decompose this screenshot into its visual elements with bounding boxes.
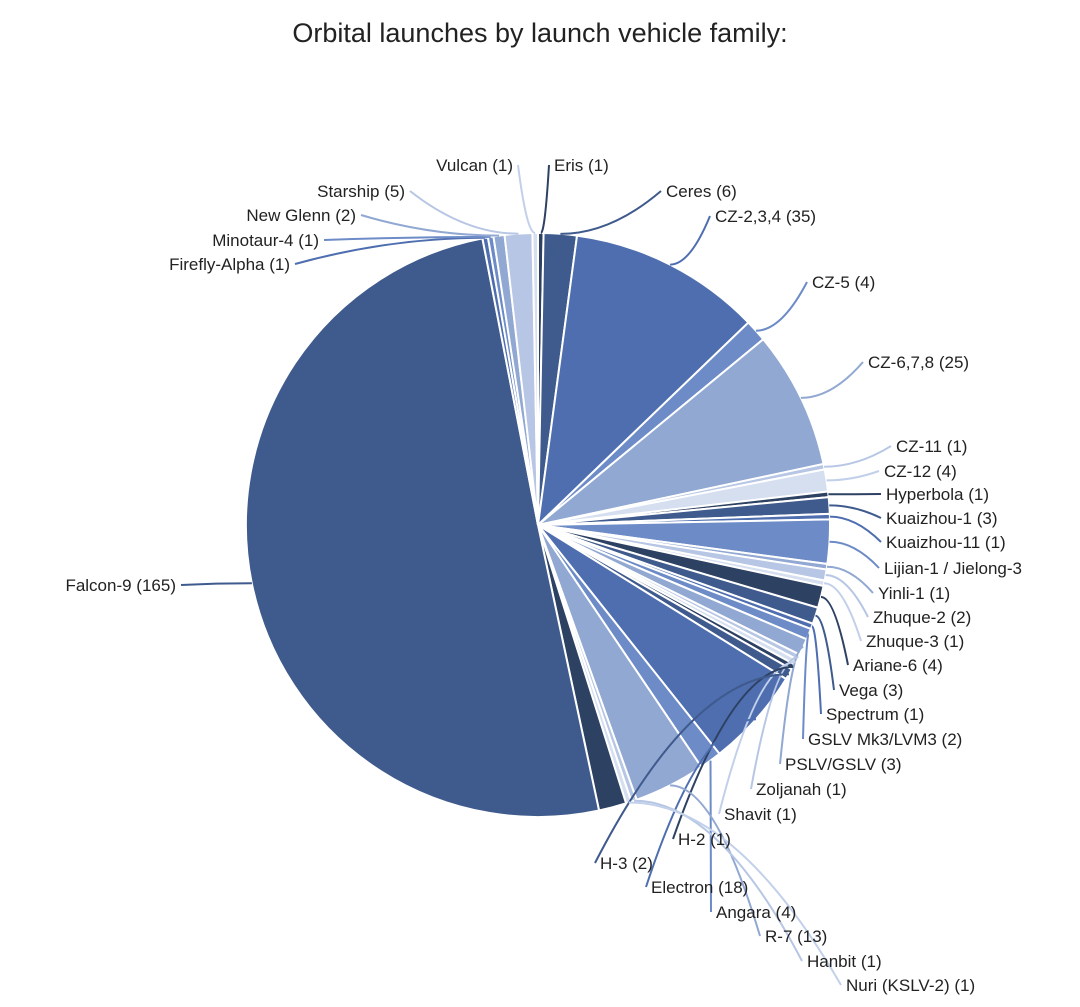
slice-label: Ceres (6) xyxy=(666,182,737,201)
slice-label: GSLV Mk3/LVM3 (2) xyxy=(808,730,962,749)
slice-label: CZ-2,3,4 (35) xyxy=(715,207,816,226)
chart-title: Orbital launches by launch vehicle famil… xyxy=(292,18,788,48)
leader-line xyxy=(360,214,500,237)
slice-label: Eris (1) xyxy=(554,156,609,175)
slice-label: Electron (18) xyxy=(651,878,748,897)
slice-label: Vega (3) xyxy=(839,681,903,700)
leader-line xyxy=(826,470,880,482)
slice-label: Falcon-9 (165) xyxy=(65,576,176,595)
slice-label: CZ-6,7,8 (25) xyxy=(868,353,969,372)
leader-line xyxy=(539,164,550,234)
leader-line xyxy=(800,361,864,399)
pie-slices xyxy=(244,231,831,818)
leader-line xyxy=(709,759,712,913)
leader-line xyxy=(824,445,892,468)
slice-label: Nuri (KSLV-2) (1) xyxy=(846,976,975,995)
slice-label: Kuaizhou-1 (3) xyxy=(886,509,998,528)
slice-label: PSLV/GSLV (3) xyxy=(785,755,902,774)
leader-line xyxy=(323,235,491,241)
leader-line xyxy=(750,656,799,790)
leader-line xyxy=(810,625,822,715)
pie-slice xyxy=(536,234,750,528)
leader-line xyxy=(670,784,761,937)
leader-line xyxy=(180,582,252,586)
slice-label: Yinli-1 (1) xyxy=(878,584,950,603)
slice-label: CZ-12 (4) xyxy=(884,462,957,481)
leader-line xyxy=(294,236,486,265)
leader-line xyxy=(594,673,790,864)
slice-label: Zhuque-2 (2) xyxy=(873,608,971,627)
leader-line xyxy=(829,540,880,569)
leader-line xyxy=(829,504,882,519)
leader-line xyxy=(815,614,835,691)
slice-label: Hanbit (1) xyxy=(807,952,882,971)
slice-label: Zhuque-3 (1) xyxy=(866,632,964,651)
leader-lines xyxy=(180,164,892,986)
slice-label: Starship (5) xyxy=(317,182,405,201)
slice-label: Ariane-6 (4) xyxy=(853,656,943,675)
slice-label: H-3 (2) xyxy=(600,854,653,873)
slice-labels: Eris (1) Ceres (6) CZ-2,3,4 (35) CZ-5 (4) CZ… xyxy=(65,156,1022,995)
slice-label: CZ-5 (4) xyxy=(812,273,875,292)
leader-line xyxy=(826,565,874,594)
slice-label: Lijian-1 / Jielong-3 xyxy=(884,559,1022,578)
slice-label: Zoljanah (1) xyxy=(756,780,847,799)
slice-label: H-2 (1) xyxy=(678,830,731,849)
leader-line xyxy=(645,718,757,888)
leader-line xyxy=(560,190,662,235)
leader-line xyxy=(634,799,803,962)
leader-line xyxy=(823,582,862,642)
leader-line xyxy=(829,515,882,543)
leader-line xyxy=(820,596,849,666)
leader-line xyxy=(779,646,804,765)
slice-label: R-7 (13) xyxy=(765,927,827,946)
slice-label: New Glenn (2) xyxy=(246,206,356,225)
slice-label: Minotaur-4 (1) xyxy=(212,231,319,250)
leader-line xyxy=(628,801,842,986)
leader-line xyxy=(672,665,794,840)
leader-line xyxy=(517,164,536,234)
leader-line xyxy=(825,574,869,618)
leader-line xyxy=(670,215,711,266)
slice-label: Shavit (1) xyxy=(724,805,797,824)
slice-label: Vulcan (1) xyxy=(436,156,513,175)
leader-line xyxy=(802,633,810,740)
slice-label: Kuaizhou-11 (1) xyxy=(886,533,1006,552)
slice-label: CZ-11 (1) xyxy=(896,437,967,456)
slice-label: Spectrum (1) xyxy=(826,705,924,724)
slice-label: Angara (4) xyxy=(716,903,796,922)
slice-label: Firefly-Alpha (1) xyxy=(169,255,290,274)
leader-line xyxy=(718,661,796,815)
pie-slice xyxy=(531,231,539,526)
leader-line xyxy=(755,281,808,332)
slice-label: Hyperbola (1) xyxy=(886,485,989,504)
leader-line xyxy=(409,190,519,235)
